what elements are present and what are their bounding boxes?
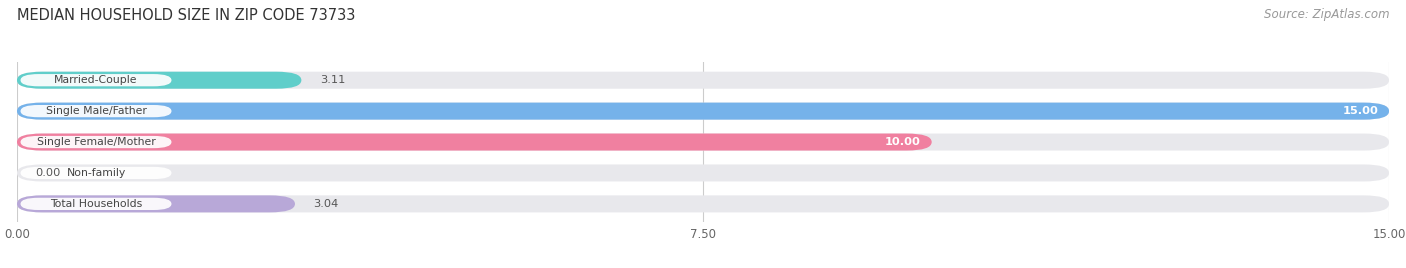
FancyBboxPatch shape: [17, 195, 295, 212]
FancyBboxPatch shape: [21, 167, 172, 179]
Text: 0.00: 0.00: [35, 168, 60, 178]
Text: MEDIAN HOUSEHOLD SIZE IN ZIP CODE 73733: MEDIAN HOUSEHOLD SIZE IN ZIP CODE 73733: [17, 8, 356, 23]
FancyBboxPatch shape: [21, 105, 172, 117]
FancyBboxPatch shape: [17, 103, 1389, 120]
FancyBboxPatch shape: [17, 72, 301, 89]
FancyBboxPatch shape: [21, 136, 172, 148]
Text: Source: ZipAtlas.com: Source: ZipAtlas.com: [1264, 8, 1389, 21]
FancyBboxPatch shape: [17, 133, 932, 151]
Text: Total Households: Total Households: [49, 199, 142, 209]
FancyBboxPatch shape: [17, 133, 1389, 151]
FancyBboxPatch shape: [17, 103, 1389, 120]
Text: 10.00: 10.00: [884, 137, 921, 147]
FancyBboxPatch shape: [21, 198, 172, 210]
Text: 3.04: 3.04: [314, 199, 339, 209]
Text: Single Male/Father: Single Male/Father: [45, 106, 146, 116]
FancyBboxPatch shape: [21, 74, 172, 86]
Text: Non-family: Non-family: [66, 168, 125, 178]
Text: 15.00: 15.00: [1343, 106, 1378, 116]
FancyBboxPatch shape: [17, 165, 1389, 181]
Text: 3.11: 3.11: [319, 75, 344, 85]
FancyBboxPatch shape: [17, 195, 1389, 212]
Text: Married-Couple: Married-Couple: [55, 75, 138, 85]
Text: Single Female/Mother: Single Female/Mother: [37, 137, 156, 147]
FancyBboxPatch shape: [17, 72, 1389, 89]
